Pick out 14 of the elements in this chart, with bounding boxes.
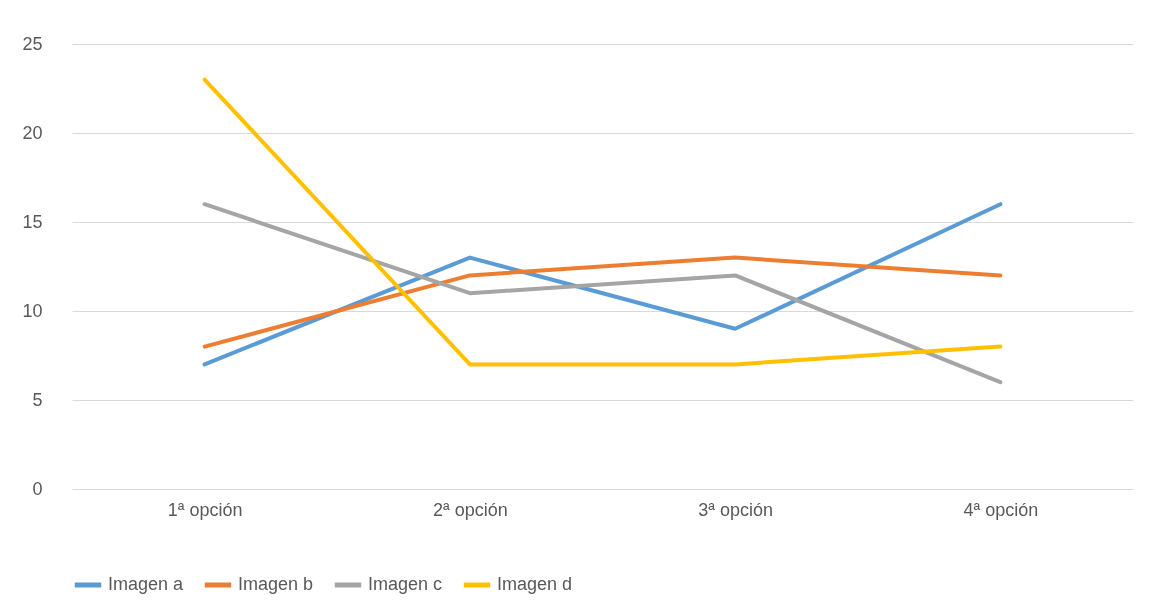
x-tick-label: 4ª opción — [963, 499, 1039, 520]
legend-label: Imagen a — [108, 574, 185, 594]
y-tick-label: 10 — [22, 300, 43, 321]
x-tick-label: 3ª opción — [698, 499, 773, 520]
y-tick-label: 15 — [22, 211, 43, 232]
x-tick-label: 1ª opción — [167, 499, 243, 520]
legend-label: Imagen d — [497, 574, 573, 594]
legend-label: Imagen b — [238, 574, 314, 594]
y-tick-label: 25 — [22, 33, 43, 54]
y-tick-label: 5 — [32, 389, 43, 410]
legend-label: Imagen c — [368, 574, 443, 594]
x-tick-label: 2ª opción — [433, 499, 508, 520]
y-tick-label: 20 — [22, 122, 43, 143]
y-tick-label: 0 — [32, 478, 43, 499]
